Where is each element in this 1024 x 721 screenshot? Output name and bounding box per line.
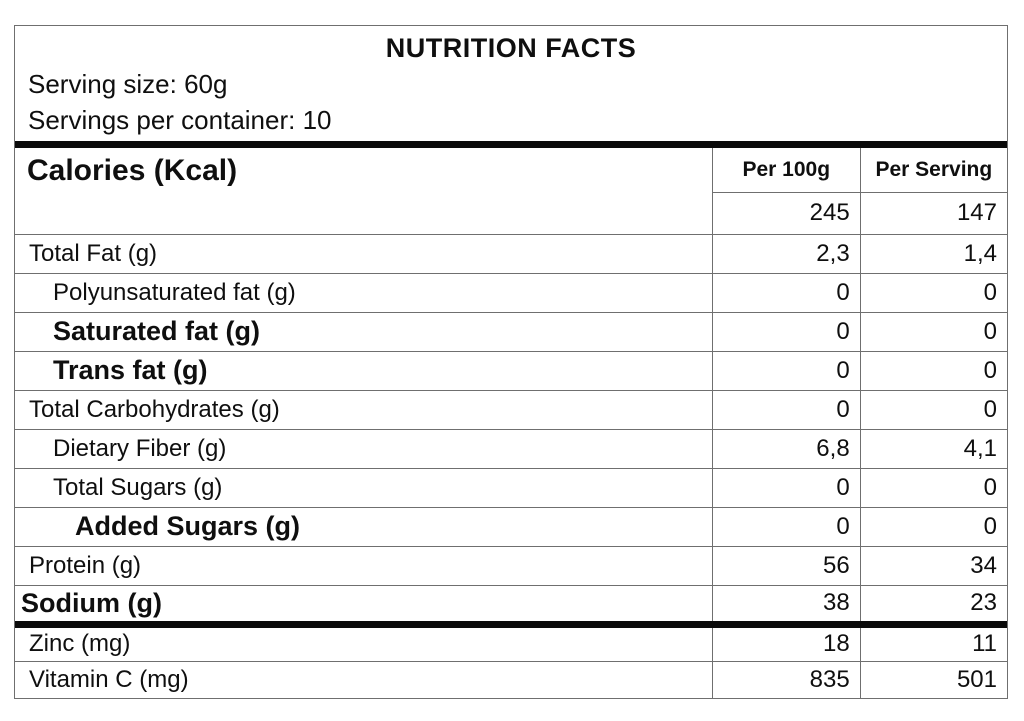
row-label: Total Sugars (g)	[15, 467, 713, 507]
row-label: Total Fat (g)	[15, 233, 713, 273]
calories-per-serving: 147	[859, 192, 1007, 234]
row-value-per-serving: 0	[859, 272, 1007, 312]
row-value-per-100g: 0	[711, 311, 861, 351]
row-value-per-100g: 6,8	[711, 428, 861, 468]
row-value-per-serving: 1,4	[859, 233, 1007, 273]
nutrition-label-card: NUTRITION FACTS Serving size: 60g Servin…	[14, 25, 1008, 699]
table-row: Added Sugars (g) 0 0	[15, 506, 1007, 546]
row-value-per-serving: 501	[859, 660, 1007, 698]
nutrition-table-head: Calories (Kcal) Per 100g Per Serving 245…	[15, 148, 1007, 234]
calories-values-row: 245 147	[15, 192, 1007, 234]
row-value-per-serving: 0	[859, 506, 1007, 546]
table-row: Saturated fat (g) 0 0	[15, 311, 1007, 351]
table-row: Total Fat (g) 2,3 1,4	[15, 233, 1007, 273]
table-row: Polyunsaturated fat (g) 0 0	[15, 272, 1007, 312]
row-value-per-serving: 34	[859, 545, 1007, 585]
top-thick-divider	[15, 141, 1007, 148]
row-value-per-100g: 0	[711, 272, 861, 312]
row-value-per-serving: 0	[859, 350, 1007, 390]
serving-size-line: Serving size: 60g	[28, 69, 228, 99]
column-header-per-100g: Per 100g	[711, 148, 861, 193]
column-header-per-serving: Per Serving	[859, 148, 1007, 193]
table-row: Trans fat (g) 0 0	[15, 350, 1007, 390]
row-label: Sodium (g)	[15, 584, 713, 624]
table-row: Total Carbohydrates (g) 0 0	[15, 389, 1007, 429]
nutrition-table: Calories (Kcal) Per 100g Per Serving 245…	[15, 148, 1007, 698]
row-value-per-100g: 2,3	[711, 233, 861, 273]
row-label: Total Carbohydrates (g)	[15, 389, 713, 429]
row-label: Zinc (mg)	[15, 620, 713, 661]
calories-per-100g: 245	[711, 192, 861, 234]
table-row: Vitamin C (mg) 835 501	[15, 660, 1007, 698]
table-row: Total Sugars (g) 0 0	[15, 467, 1007, 507]
row-value-per-serving: 11	[859, 620, 1007, 661]
row-value-per-100g: 0	[711, 506, 861, 546]
row-value-per-serving: 23	[859, 584, 1007, 624]
column-header-row: Calories (Kcal) Per 100g Per Serving	[15, 148, 1007, 193]
row-value-per-serving: 0	[859, 311, 1007, 351]
row-label: Trans fat (g)	[15, 350, 713, 390]
row-label: Polyunsaturated fat (g)	[15, 272, 713, 312]
nutrition-facts-title: NUTRITION FACTS	[385, 33, 637, 63]
nutrient-rows: Total Fat (g) 2,3 1,4 Polyunsaturated fa…	[15, 233, 1007, 698]
row-value-per-100g: 835	[711, 660, 861, 698]
row-label: Added Sugars (g)	[15, 506, 713, 546]
table-row: Protein (g) 56 34	[15, 545, 1007, 585]
row-label: Dietary Fiber (g)	[15, 428, 713, 468]
row-value-per-serving: 0	[859, 467, 1007, 507]
row-value-per-serving: 4,1	[859, 428, 1007, 468]
table-row: Dietary Fiber (g) 6,8 4,1	[15, 428, 1007, 468]
row-label: Saturated fat (g)	[15, 311, 713, 351]
row-value-per-100g: 18	[711, 620, 861, 661]
row-value-per-100g: 0	[711, 350, 861, 390]
row-label: Protein (g)	[15, 545, 713, 585]
calories-label: Calories (Kcal)	[27, 154, 238, 187]
row-value-per-100g: 38	[711, 584, 861, 624]
table-row: Zinc (mg) 18 11	[15, 620, 1007, 661]
row-value-per-100g: 56	[711, 545, 861, 585]
label-header-section: NUTRITION FACTS Serving size: 60g Servin…	[15, 26, 1007, 141]
row-value-per-serving: 0	[859, 389, 1007, 429]
row-value-per-100g: 0	[711, 467, 861, 507]
row-value-per-100g: 0	[711, 389, 861, 429]
table-row: Sodium (g) 38 23	[15, 584, 1007, 624]
servings-per-container-line: Servings per container: 10	[28, 105, 332, 135]
row-label: Vitamin C (mg)	[15, 660, 713, 698]
